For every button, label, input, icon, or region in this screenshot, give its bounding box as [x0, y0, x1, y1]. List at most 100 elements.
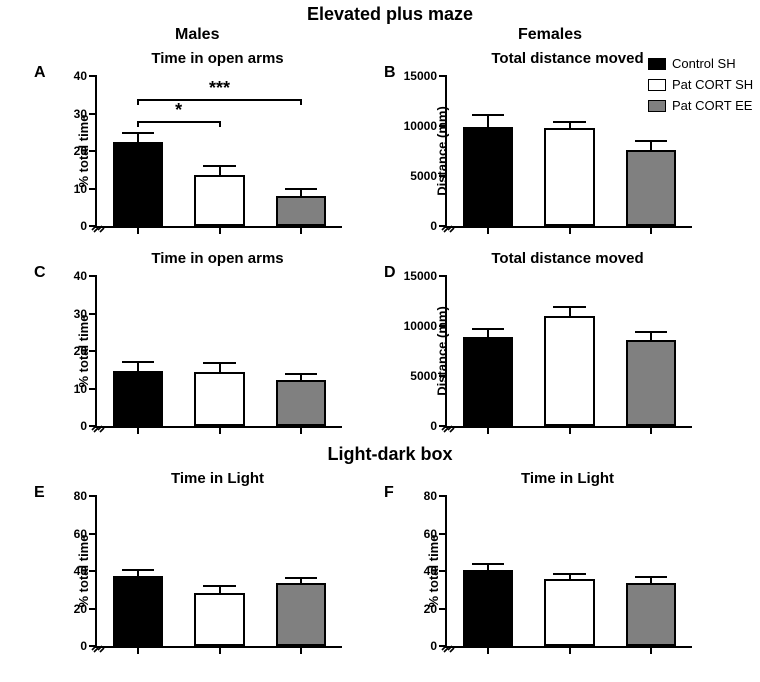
- ytick: [439, 495, 447, 497]
- section-title-epm: Elevated plus maze: [260, 4, 520, 25]
- ytick: [89, 425, 97, 427]
- xtick: [300, 426, 302, 434]
- plot-area-f: 020406080: [445, 496, 692, 648]
- error-cap: [285, 577, 318, 579]
- bar: [276, 196, 327, 226]
- error-cap: [122, 132, 155, 134]
- xtick: [650, 226, 652, 234]
- error-bar: [487, 115, 489, 127]
- panel-title-a: Time in open arms: [95, 50, 340, 67]
- ytick-label: 40: [74, 269, 87, 283]
- panel-letter-b: B: [384, 64, 396, 82]
- error-cap: [472, 563, 505, 565]
- panel-title-f: Time in Light: [445, 470, 690, 487]
- error-bar: [219, 166, 221, 176]
- panel-letter-a: A: [34, 64, 46, 82]
- panel-title-c: Time in open arms: [95, 250, 340, 267]
- error-cap: [203, 362, 236, 364]
- plot-area-d: 050001000015000: [445, 276, 692, 428]
- bar: [626, 583, 677, 646]
- bar: [194, 372, 245, 426]
- error-bar: [300, 189, 302, 197]
- error-cap: [635, 576, 668, 578]
- plot-area-b: 050001000015000: [445, 76, 692, 228]
- ytick: [439, 645, 447, 647]
- plot-area-a: 010203040****: [95, 76, 342, 228]
- ytick-label: 40: [74, 69, 87, 83]
- error-bar: [569, 307, 571, 316]
- significance-label: *: [175, 100, 182, 121]
- xtick: [300, 646, 302, 654]
- column-header-females: Females: [518, 26, 582, 44]
- panel-letter-f: F: [384, 484, 394, 502]
- xtick: [569, 426, 571, 434]
- bar: [113, 371, 164, 427]
- xtick: [137, 426, 139, 434]
- error-bar: [137, 133, 139, 141]
- significance-bracket-end: [137, 121, 139, 127]
- section-title-ldb: Light-dark box: [280, 444, 500, 465]
- ytick: [89, 225, 97, 227]
- bar: [463, 570, 514, 646]
- bar: [463, 337, 514, 426]
- xtick: [569, 646, 571, 654]
- panel-letter-e: E: [34, 484, 45, 502]
- ytick: [439, 275, 447, 277]
- ytick: [439, 425, 447, 427]
- error-bar: [219, 363, 221, 371]
- error-cap: [122, 361, 155, 363]
- error-cap: [635, 331, 668, 333]
- panel-title-e: Time in Light: [95, 470, 340, 487]
- ytick: [439, 608, 447, 610]
- ytick-label: 80: [74, 489, 87, 503]
- ytick-label: 0: [430, 219, 437, 233]
- significance-label: ***: [209, 78, 230, 99]
- ytick-label: 0: [430, 639, 437, 653]
- bar: [194, 593, 245, 646]
- ytick-label: 15000: [404, 269, 437, 283]
- ytick: [89, 495, 97, 497]
- ytick: [89, 275, 97, 277]
- error-cap: [285, 188, 318, 190]
- xtick: [650, 426, 652, 434]
- bar: [276, 583, 327, 646]
- error-cap: [472, 114, 505, 116]
- error-bar: [219, 586, 221, 593]
- bar: [544, 128, 595, 226]
- ytick: [89, 75, 97, 77]
- ytick-label: 0: [80, 419, 87, 433]
- error-cap: [635, 140, 668, 142]
- xtick: [487, 646, 489, 654]
- error-bar: [650, 332, 652, 340]
- ytick: [439, 225, 447, 227]
- bar: [463, 127, 514, 226]
- plot-area-e: 020406080: [95, 496, 342, 648]
- ytick-label: 10000: [404, 119, 437, 133]
- ytick-label: 5000: [410, 169, 437, 183]
- panel-letter-d: D: [384, 264, 396, 282]
- bar: [626, 340, 677, 426]
- significance-bracket-end: [300, 99, 302, 105]
- panel-f: 020406080 % total time: [445, 496, 690, 646]
- error-cap: [553, 306, 586, 308]
- xtick: [137, 226, 139, 234]
- error-cap: [203, 165, 236, 167]
- significance-bracket-end: [137, 99, 139, 105]
- ytick: [89, 388, 97, 390]
- panel-c: 010203040 % total time: [95, 276, 340, 426]
- panel-letter-c: C: [34, 264, 46, 282]
- ytick-label: 15000: [404, 69, 437, 83]
- bar: [113, 576, 164, 646]
- xtick: [300, 226, 302, 234]
- xtick: [650, 646, 652, 654]
- error-cap: [285, 373, 318, 375]
- ylabel-d: Distance (mm): [434, 306, 449, 396]
- xtick: [569, 226, 571, 234]
- significance-bracket-end: [219, 121, 221, 127]
- panel-title-b: Total distance moved: [445, 50, 690, 67]
- error-bar: [650, 141, 652, 150]
- xtick: [219, 426, 221, 434]
- xtick: [219, 646, 221, 654]
- error-bar: [137, 362, 139, 370]
- ytick-label: 0: [80, 639, 87, 653]
